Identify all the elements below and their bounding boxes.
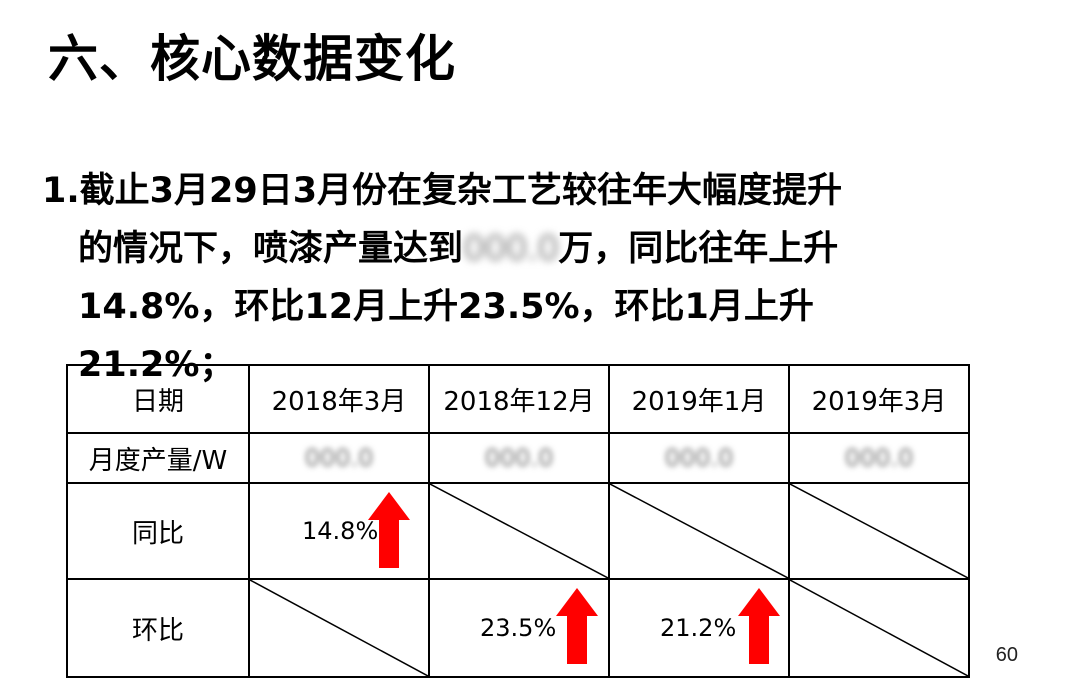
redacted-output-2019-03: 000.0	[844, 444, 914, 472]
row-label-mom: 环比	[66, 578, 250, 678]
diagonal-empty-cell	[788, 578, 970, 678]
up-arrow-icon	[738, 588, 780, 664]
header-2018-03: 2018年3月	[248, 364, 430, 434]
page-title: 六、核心数据变化	[48, 30, 456, 88]
output-cell: 000.0	[248, 432, 430, 484]
page-number: 60	[995, 644, 1018, 666]
summary-line-2-start: 的情况下，喷漆产量达到	[78, 229, 464, 269]
up-arrow-icon	[556, 588, 598, 664]
output-cell: 000.0	[428, 432, 610, 484]
summary-line-2: 的情况下，喷漆产量达到000.0万，同比往年上升	[42, 220, 842, 278]
diagonal-empty-cell	[428, 482, 610, 580]
diagonal-line	[610, 484, 788, 578]
table-row-output: 月度产量/W 000.0 000.0 000.0 000.0	[66, 432, 970, 484]
yoy-value: 14.8%	[302, 517, 379, 545]
table-header-row: 日期 2018年3月 2018年12月 2019年1月 2019年3月	[66, 364, 970, 434]
redacted-output-value: 000.0	[463, 229, 559, 269]
summary-paragraph: 1.截止3月29日3月份在复杂工艺较往年大幅度提升 的情况下，喷漆产量达到000…	[42, 162, 842, 394]
summary-line-3: 14.8%，环比12月上升23.5%，环比1月上升	[78, 287, 814, 327]
diagonal-empty-cell	[248, 578, 430, 678]
row-label-yoy: 同比	[66, 482, 250, 580]
mom-value-jan: 21.2%	[660, 614, 737, 642]
header-2019-01: 2019年1月	[608, 364, 790, 434]
header-2019-03: 2019年3月	[788, 364, 970, 434]
summary-line-1: 1.截止3月29日3月份在复杂工艺较往年大幅度提升	[42, 171, 843, 211]
output-cell: 000.0	[608, 432, 790, 484]
yoy-cell-2018-03: 14.8%	[248, 482, 430, 580]
diagonal-empty-cell	[608, 482, 790, 580]
output-cell: 000.0	[788, 432, 970, 484]
mom-cell-2018-12: 23.5%	[428, 578, 610, 678]
data-table: 日期 2018年3月 2018年12月 2019年1月 2019年3月 月度产量…	[66, 364, 970, 678]
header-2018-12: 2018年12月	[428, 364, 610, 434]
mom-value-dec: 23.5%	[480, 614, 557, 642]
diagonal-line	[790, 580, 968, 676]
summary-line-2-end: 万，同比往年上升	[558, 229, 839, 269]
table-row-yoy: 同比 14.8%	[66, 482, 970, 580]
mom-cell-2019-01: 21.2%	[608, 578, 790, 678]
redacted-output-2019-01: 000.0	[664, 444, 734, 472]
redacted-output-2018-12: 000.0	[484, 444, 554, 472]
redacted-output-2018-03: 000.0	[304, 444, 374, 472]
row-label-output: 月度产量/W	[66, 432, 250, 484]
diagonal-line	[790, 484, 968, 578]
diagonal-empty-cell	[788, 482, 970, 580]
table-row-mom: 环比 23.5% 21.2%	[66, 578, 970, 678]
diagonal-line	[250, 580, 428, 676]
up-arrow-icon	[368, 492, 410, 568]
diagonal-line	[430, 484, 608, 578]
header-date: 日期	[66, 364, 250, 434]
